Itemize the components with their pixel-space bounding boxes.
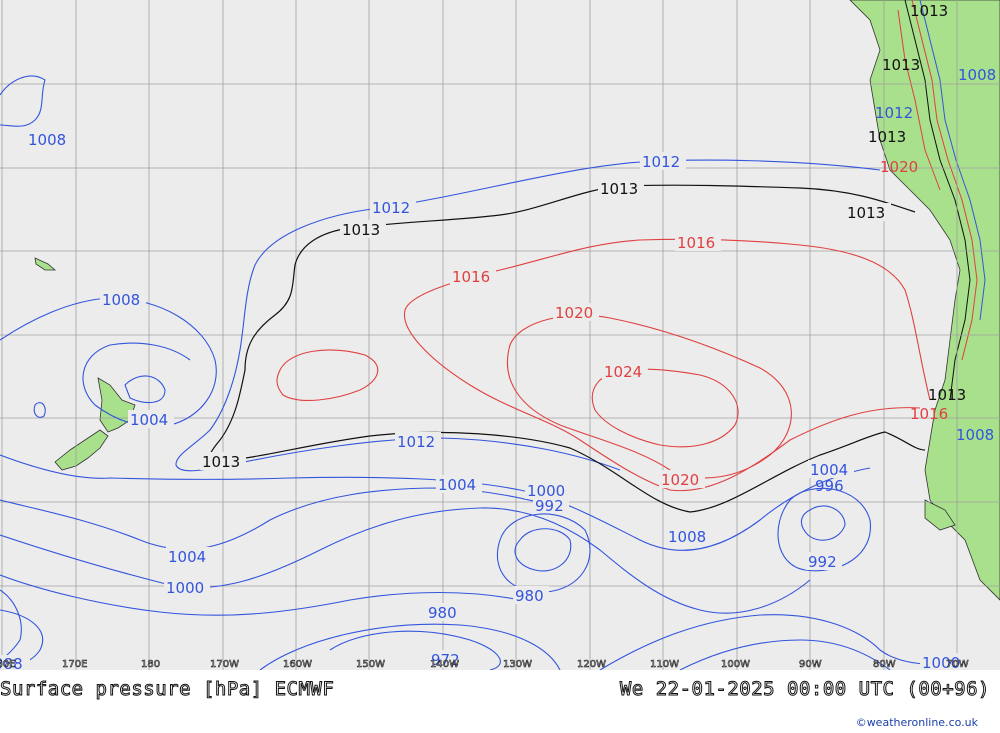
isobar-label: 1008 xyxy=(958,66,996,84)
isobar-label: 1004 xyxy=(130,411,168,429)
lon-label: 160W xyxy=(283,659,312,670)
valid-time: We 22-01-2025 00:00 UTC (00+96) xyxy=(619,678,990,701)
lon-label: 120W xyxy=(577,659,606,670)
isobar-labels: 1008 1008 1004 1012 1012 1012 1004 1004 … xyxy=(0,2,996,673)
isobar-label: 1020 xyxy=(661,471,699,489)
new-zealand-south-island xyxy=(54,429,109,471)
isobar-label: 980 xyxy=(428,604,457,622)
isobar-label: 1012 xyxy=(875,104,913,122)
lon-label: 170E xyxy=(62,659,87,670)
isobar-label: 1000 xyxy=(527,482,565,500)
isobar-label: 1008 xyxy=(668,528,706,546)
tierra-del-fuego xyxy=(924,499,956,531)
isobar-label: 1013 xyxy=(868,128,906,146)
isobar-label: 1016 xyxy=(452,268,490,286)
lon-label: 90W xyxy=(799,659,822,670)
lon-label: 110W xyxy=(650,659,679,670)
isobar-label: 996 xyxy=(815,477,844,495)
isobar-label: 1012 xyxy=(642,153,680,171)
lon-label: 160E xyxy=(0,659,15,670)
lon-label: 130W xyxy=(503,659,532,670)
isobar-label: 1016 xyxy=(910,405,948,423)
isobar-label: 1016 xyxy=(677,234,715,252)
map-footer: Surface pressure [hPa] ECMWF We 22-01-20… xyxy=(0,670,1000,733)
longitude-labels: 160E 170E 180 170W 160W 150W 140W 130W 1… xyxy=(0,659,969,671)
isobar-label: 1013 xyxy=(928,386,966,404)
lon-label: 70W xyxy=(946,659,969,670)
isobar-label: 992 xyxy=(808,553,837,571)
isobar-label: 1008 xyxy=(102,291,140,309)
lon-label: 150W xyxy=(356,659,385,670)
isobar-label: 1012 xyxy=(372,199,410,217)
isobar-label: 1013 xyxy=(882,56,920,74)
isobars-high xyxy=(276,238,931,492)
isobar-label: 1000 xyxy=(166,579,204,597)
isobar-label: 1008 xyxy=(28,131,66,149)
isobar-label: 1024 xyxy=(604,363,642,381)
pressure-map: 1008 1008 1004 1012 1012 1012 1004 1004 … xyxy=(0,0,1000,673)
isobar-label: 972 xyxy=(431,651,460,669)
isobar-label: 1012 xyxy=(397,433,435,451)
new-caledonia xyxy=(34,257,57,271)
isobar-label: 1020 xyxy=(880,158,918,176)
isobar-label: 988 xyxy=(0,655,23,670)
isobar-label: 980 xyxy=(515,587,544,605)
lon-label: 180 xyxy=(141,659,160,670)
new-zealand-north-island xyxy=(97,377,136,433)
lon-label: 100W xyxy=(721,659,750,670)
lon-label: 170W xyxy=(210,659,239,670)
isobar-label: 1004 xyxy=(438,476,476,494)
andes-dense-contours xyxy=(897,0,986,401)
lon-label: 140W xyxy=(430,659,459,670)
isobar-label: 1000 xyxy=(922,654,960,670)
lon-label: 80W xyxy=(873,659,896,670)
isobar-label: 1020 xyxy=(555,304,593,322)
isobar-label: 1013 xyxy=(342,221,380,239)
land-masses xyxy=(34,0,1000,601)
isobar-label: 1013 xyxy=(910,2,948,20)
isobar-label: 1008 xyxy=(956,426,994,444)
isobar-label: 992 xyxy=(535,497,564,515)
isobar-label: 1013 xyxy=(600,180,638,198)
isobar-label: 1013 xyxy=(847,204,885,222)
map-title: Surface pressure [hPa] ECMWF xyxy=(0,678,335,701)
isobar-label: 1013 xyxy=(202,453,240,471)
isobar-label: 1004 xyxy=(168,548,206,566)
south-america-land xyxy=(849,0,1000,601)
isobar-label: 1004 xyxy=(810,461,848,479)
credit-link[interactable]: ©weatheronline.co.uk xyxy=(855,716,978,729)
map-canvas: 1008 1008 1004 1012 1012 1012 1004 1004 … xyxy=(0,0,1000,673)
